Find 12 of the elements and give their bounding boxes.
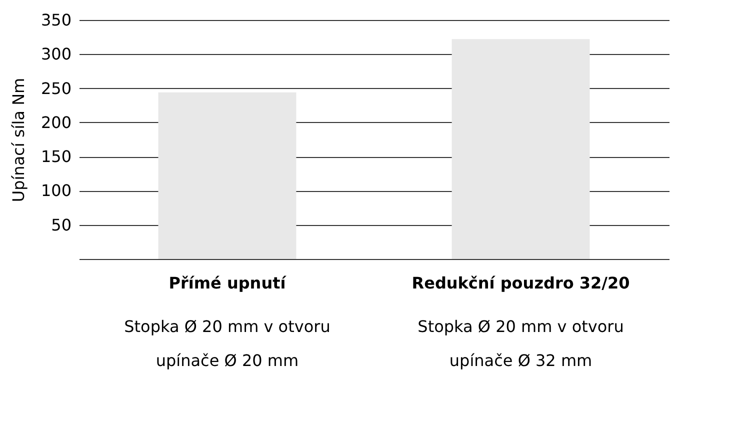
text: Stopka Ø 20 mm v otvoru upínače Ø 32 mm <box>418 317 624 370</box>
x-tick-label: Přímé upnutí <box>168 274 288 292</box>
y-tick-label: 100 <box>40 181 72 200</box>
text: Stopka Ø 20 mm v otvoru upínače Ø 20 mm <box>124 317 330 370</box>
y-tick-label: 300 <box>40 44 72 64</box>
y-tick-label: 200 <box>40 112 72 132</box>
y-axis-title: Upínací síla Nm <box>8 78 28 202</box>
x-tick-label: Redukční pouzdro 32/20 <box>412 274 630 292</box>
y-tick-label: 150 <box>40 147 72 166</box>
y-tick-label: 50 <box>51 215 72 234</box>
y-tick-label: 250 <box>40 78 72 98</box>
y-tick-label: 350 <box>40 10 72 30</box>
